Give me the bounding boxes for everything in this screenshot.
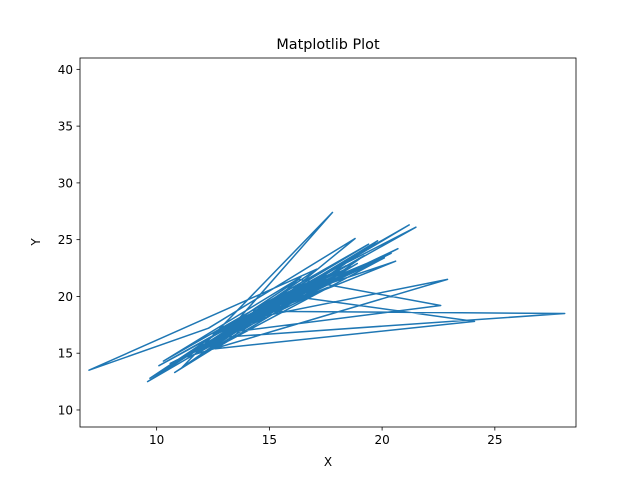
plot-background: [80, 58, 576, 427]
y-tick-label: 30: [58, 176, 73, 190]
chart-title: Matplotlib Plot: [276, 37, 380, 53]
y-tick-label: 20: [58, 290, 73, 304]
y-axis-label: Y: [29, 238, 43, 247]
x-axis-ticks: 10 15 20 25: [149, 427, 502, 447]
y-tick-label: 40: [58, 63, 73, 77]
y-axis-ticks: 10 15 20 25 30 35 40: [58, 63, 80, 417]
x-tick-label: 20: [374, 433, 389, 447]
y-tick-label: 10: [58, 403, 73, 417]
series-line: [88, 211, 566, 383]
x-tick-label: 15: [262, 433, 277, 447]
series-group: [88, 211, 566, 383]
plot-area: 10 15 20 25 10 15 20 25 30 35 40: [58, 57, 577, 447]
y-tick-label: 35: [58, 120, 73, 134]
axes-frame: [79, 57, 577, 428]
y-tick-label: 25: [58, 233, 73, 247]
y-tick-label: 15: [58, 347, 73, 361]
x-axis-label: X: [324, 455, 332, 469]
x-tick-label: 25: [487, 433, 502, 447]
x-tick-label: 10: [149, 433, 164, 447]
